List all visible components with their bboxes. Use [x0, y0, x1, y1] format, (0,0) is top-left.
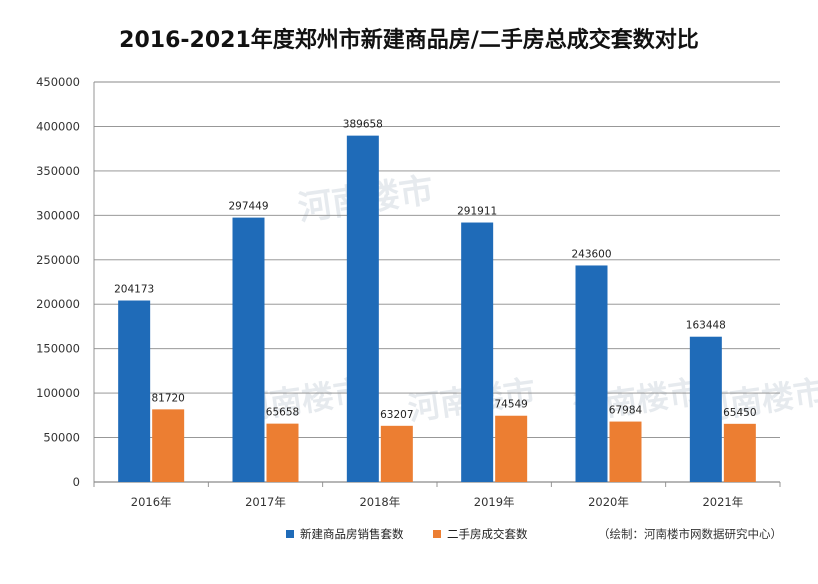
legend-label-series1: 新建商品房销售套数	[300, 527, 404, 541]
data-label-new-home: 243600	[571, 248, 611, 260]
watermarks: 河南楼市河南楼市河南楼市河南楼市河南楼市	[236, 170, 818, 428]
data-labels: 204173 81720 297449 65658 389658 63207 291911 7…	[114, 119, 756, 421]
data-label-resale: 65658	[266, 407, 299, 419]
bar-resale-2019年	[495, 415, 528, 482]
y-tick-label: 300000	[36, 208, 80, 222]
x-category-label: 2017年	[245, 495, 286, 509]
data-label-resale: 65450	[723, 407, 756, 419]
source-credit: （绘制：河南楼市网数据研究中心）	[598, 527, 782, 541]
data-label-resale: 81720	[151, 392, 184, 404]
bars	[118, 135, 756, 482]
x-axis-categories: 2016年 2017年 2018年 2019年 2020年 2021年	[131, 495, 743, 509]
legend-swatch-series1	[286, 530, 294, 538]
bar-new-home-2018年	[346, 135, 379, 482]
legend-swatch-series2	[433, 530, 441, 538]
bar-new-home-2017年	[232, 217, 265, 482]
data-label-new-home: 204173	[114, 284, 154, 296]
data-label-new-home: 297449	[228, 201, 268, 213]
bar-new-home-2019年	[461, 222, 494, 482]
bar-new-home-2020年	[575, 265, 608, 482]
data-label-resale: 74549	[494, 399, 527, 411]
y-tick-label: 50000	[43, 431, 80, 445]
bar-resale-2021年	[723, 423, 756, 482]
bar-new-home-2016年	[118, 300, 151, 482]
y-tick-label: 400000	[36, 119, 80, 133]
x-category-label: 2018年	[359, 495, 400, 509]
y-tick-label: 0	[73, 475, 80, 489]
bar-resale-2017年	[266, 423, 299, 482]
y-tick-label: 150000	[36, 342, 80, 356]
legend-label-series2: 二手房成交套数	[447, 527, 528, 541]
legend-item-series1: 新建商品房销售套数	[286, 526, 404, 542]
bar-resale-2018年	[380, 425, 413, 482]
chart-title: 2016-2021年度郑州市新建商品房/二手房总成交套数对比	[119, 28, 699, 53]
y-tick-label: 200000	[36, 297, 80, 311]
y-axis-ticks: 0 50000 100000 150000 200000 250000 300000 3500…	[36, 75, 80, 489]
y-tick-label: 450000	[36, 75, 80, 89]
data-label-new-home: 163448	[686, 320, 726, 332]
x-category-label: 2019年	[474, 495, 515, 509]
x-category-label: 2021年	[702, 495, 743, 509]
bar-new-home-2021年	[689, 336, 722, 482]
x-category-label: 2020年	[588, 495, 629, 509]
y-tick-label: 250000	[36, 253, 80, 267]
bar-resale-2016年	[152, 409, 185, 482]
data-label-resale: 63207	[380, 409, 413, 421]
data-label-new-home: 291911	[457, 206, 497, 218]
data-label-new-home: 389658	[343, 119, 383, 131]
gridlines	[93, 81, 781, 487]
y-tick-label: 350000	[36, 164, 80, 178]
y-tick-label: 100000	[36, 386, 80, 400]
bar-resale-2020年	[609, 421, 642, 482]
data-label-resale: 67984	[609, 405, 643, 417]
legend-item-series2: 二手房成交套数	[433, 526, 528, 542]
x-category-label: 2016年	[131, 495, 172, 509]
